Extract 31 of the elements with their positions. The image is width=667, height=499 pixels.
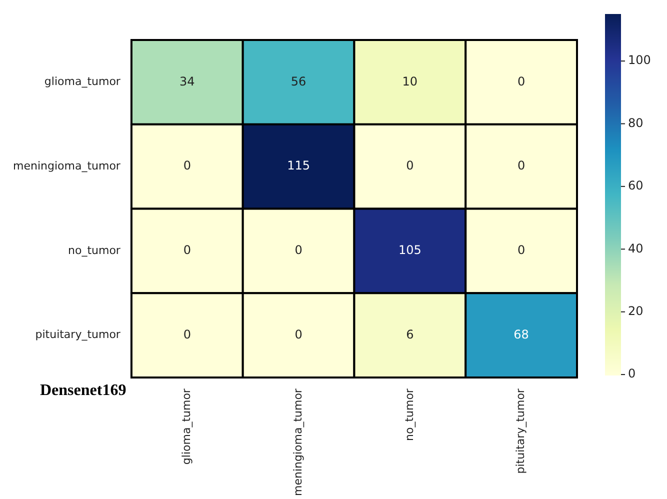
x-tick-label: no_tumor	[402, 388, 416, 442]
data-label: 0	[183, 158, 191, 173]
data-label: 6	[406, 327, 414, 342]
data-label: 0	[406, 158, 414, 173]
data-label: 0	[294, 327, 302, 342]
data-label: 10	[402, 74, 418, 88]
data-label: 0	[183, 243, 191, 258]
x-tick-label: glioma_tumor	[180, 388, 194, 465]
y-tick-label: pituitary_tumor	[35, 328, 121, 342]
color-bar-label: 100	[628, 53, 651, 68]
y-tick-label: glioma_tumor	[44, 75, 121, 88]
color-bar-label: 40	[628, 241, 644, 256]
y-tick-label: no_tumor	[68, 244, 121, 257]
data-label: 105	[398, 243, 422, 258]
y-tick-label: meningioma_tumor	[12, 159, 121, 172]
text: Densenet169	[40, 382, 126, 400]
color-bar-label: 60	[628, 178, 644, 193]
data-label: 0	[517, 158, 526, 173]
color-bar-label: 80	[628, 116, 644, 130]
color-bar-label: 0	[628, 366, 636, 381]
data-label: 68	[514, 327, 529, 342]
data-label: 56	[290, 74, 306, 88]
x-tick-label: pituitary_tumor	[514, 388, 528, 474]
data-label: 0	[183, 327, 191, 342]
data-label: 0	[294, 243, 302, 258]
x-tick-label: meningioma_tumor	[291, 388, 304, 496]
data-label: 0	[517, 243, 526, 258]
data-label: 34	[180, 74, 195, 88]
data-label: 0	[517, 74, 526, 88]
color-bar-label: 20	[628, 304, 644, 318]
data-label: 115	[287, 158, 310, 173]
